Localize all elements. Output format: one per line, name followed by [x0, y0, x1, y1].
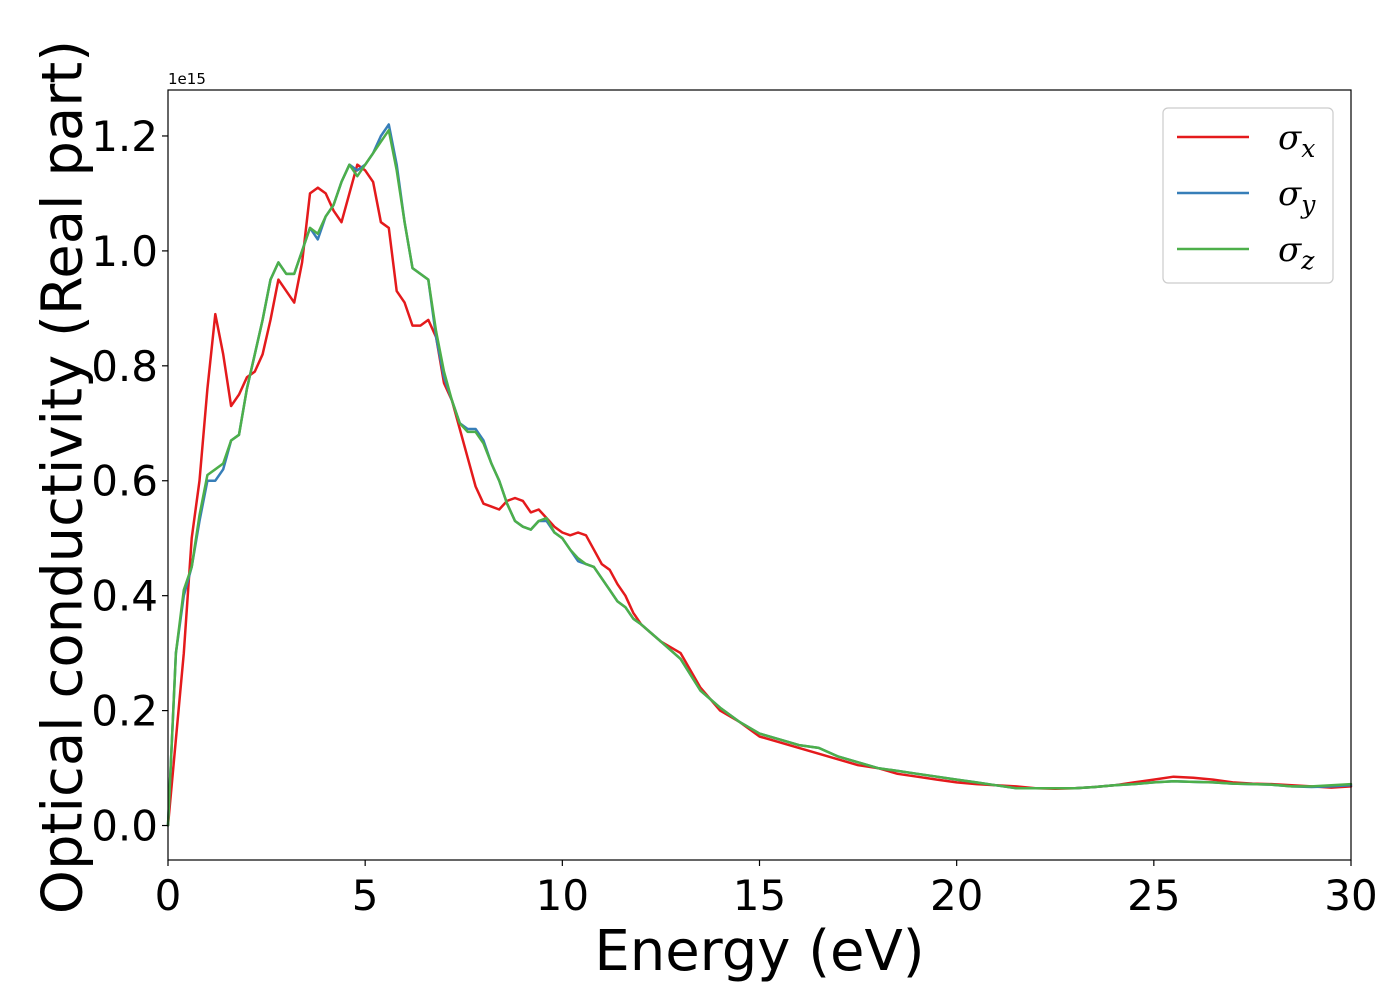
- legend-label-z: σz: [1278, 230, 1315, 275]
- y-tick-label: 0.8: [91, 342, 158, 391]
- x-tick-label: 25: [1127, 871, 1180, 920]
- y-axis-label: Optical conductivity (Real part): [31, 40, 96, 914]
- x-tick-label: 5: [352, 871, 379, 920]
- legend-label-x: σx: [1278, 118, 1315, 163]
- y-tick-label: 0.6: [91, 457, 158, 506]
- x-axis-ticks: 0 5 10 15 20 25 30: [155, 860, 1378, 920]
- y-tick-label: 1.0: [91, 227, 158, 276]
- y-tick-label: 0.0: [91, 802, 158, 851]
- y-axis-offset-label: 1e15: [168, 70, 206, 88]
- legend: σx σy σz: [1162, 107, 1334, 284]
- legend-box: [1162, 107, 1334, 284]
- legend-label-y: σy: [1278, 174, 1316, 219]
- x-tick-label: 10: [536, 871, 589, 920]
- x-tick-label: 30: [1324, 871, 1377, 920]
- y-tick-label: 1.2: [91, 112, 158, 161]
- y-tick-label: 0.4: [91, 572, 158, 621]
- y-tick-label: 0.2: [91, 687, 158, 736]
- y-axis-ticks: 0.0 0.2 0.4 0.6 0.8 1.0 1.2: [91, 112, 168, 851]
- plot-series-group: [166, 123, 1353, 827]
- x-tick-label: 20: [930, 871, 983, 920]
- x-axis-label: Energy (eV): [594, 919, 924, 984]
- x-tick-label: 0: [155, 871, 182, 920]
- x-tick-label: 15: [733, 871, 786, 920]
- series-line-z: [166, 128, 1353, 827]
